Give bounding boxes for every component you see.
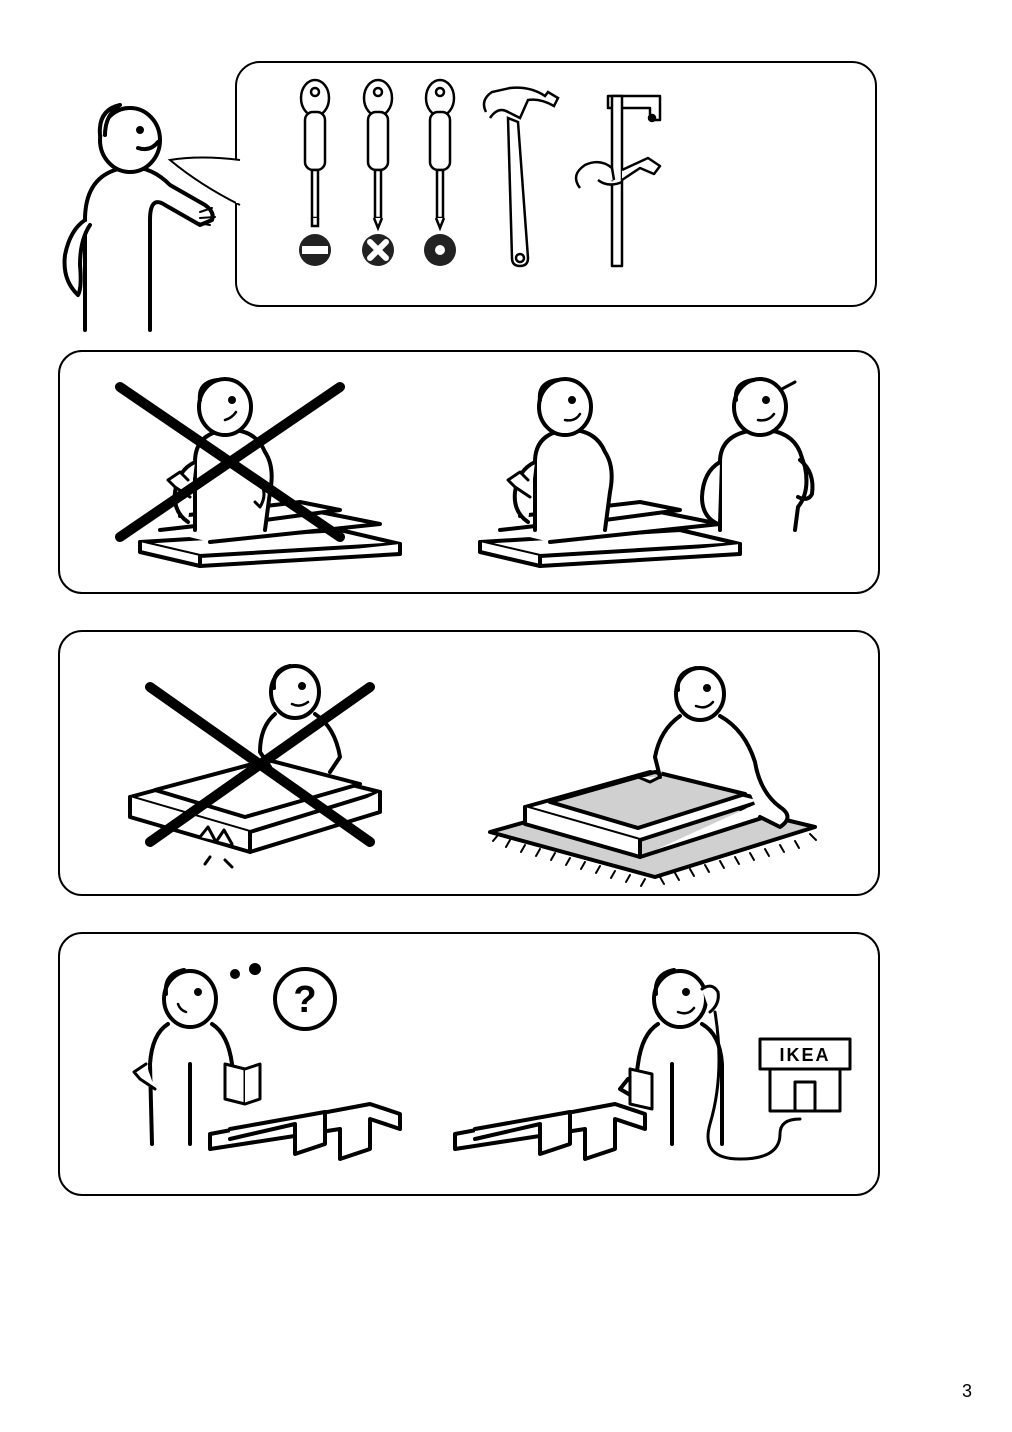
instruction-page: ?	[0, 0, 1012, 1432]
phillips-icon	[362, 234, 394, 266]
carpet-correct	[490, 668, 816, 886]
panel-floor	[58, 630, 880, 896]
calling-ikea: IKEA	[455, 970, 850, 1159]
two-people-correct	[480, 379, 813, 566]
flat-icon	[299, 234, 331, 266]
question-mark: ?	[293, 979, 316, 1021]
panel-tools	[0, 40, 1012, 370]
ikea-label: IKEA	[779, 1045, 830, 1065]
panel-help: ?	[58, 932, 880, 1196]
person-pointing	[65, 105, 215, 330]
single-person-wrong	[140, 379, 400, 566]
confused-person: ?	[134, 965, 400, 1159]
page-number: 3	[962, 1381, 972, 1402]
dot-icon	[424, 234, 456, 266]
panel-two-people	[58, 350, 880, 594]
